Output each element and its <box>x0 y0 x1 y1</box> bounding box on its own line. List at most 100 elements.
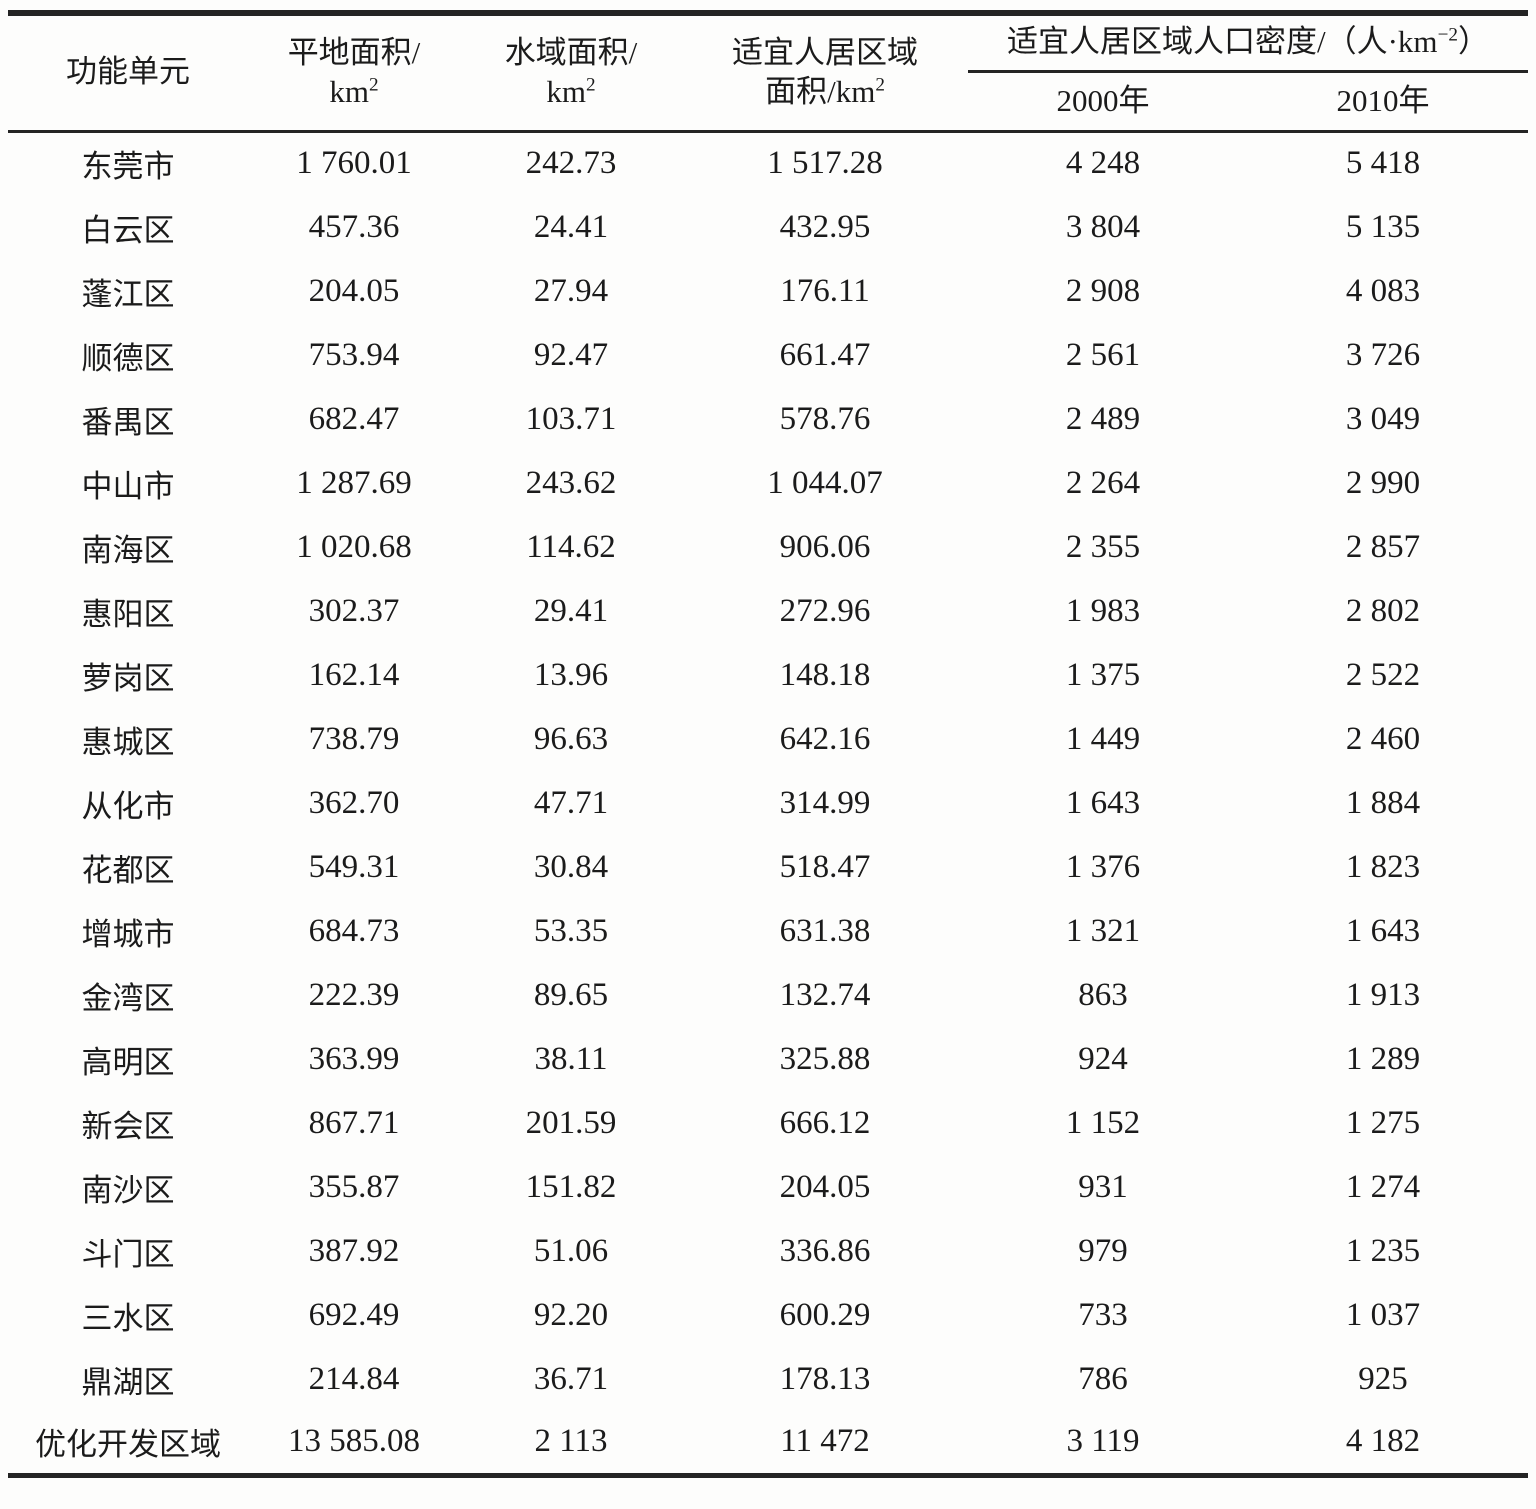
value-cell: 600.29 <box>779 1296 871 1333</box>
unit-name-cell: 斗门区 <box>81 1236 175 1272</box>
habitable-area-line1: 适宜人居区域 <box>732 35 918 70</box>
value-cell: 214.84 <box>308 1360 400 1397</box>
unit-name-cell: 番禺区 <box>81 404 175 440</box>
value-cell: 1 884 <box>1345 784 1421 821</box>
value-cell: 518.47 <box>779 848 871 885</box>
table-row: 惠城区 738.79 96.63 642.16 1 449 2 460 <box>8 707 1528 771</box>
value-cell: 325.88 <box>779 1040 871 1077</box>
value-cell: 3 726 <box>1345 336 1421 373</box>
value-cell: 682.47 <box>308 400 400 437</box>
table-header: 功能单元 平地面积/ km2 水域面积/ km2 适宜人居区域 面积/km2 适… <box>8 13 1528 131</box>
unit-name-cell: 蓬江区 <box>81 276 175 312</box>
unit-name-cell: 南海区 <box>81 532 175 568</box>
value-cell: 642.16 <box>779 720 871 757</box>
density-superscript: −2 <box>1437 25 1458 47</box>
column-header-density-group: 适宜人居区域人口密度/（人·km−2） <box>968 13 1528 73</box>
habitable-area-line2: 面积/km2 <box>765 73 885 109</box>
value-cell: 1 823 <box>1345 848 1421 885</box>
value-cell: 2 460 <box>1345 720 1421 757</box>
unit-name-cell: 惠阳区 <box>81 596 175 632</box>
flat-area-superscript: 2 <box>369 74 379 96</box>
value-cell: 1 983 <box>1065 592 1141 629</box>
value-cell: 387.92 <box>308 1232 400 1269</box>
habitable-area-superscript: 2 <box>875 74 885 96</box>
table-row: 三水区 692.49 92.20 600.29 733 1 037 <box>8 1283 1528 1347</box>
column-header-year-2010: 2010年 <box>1336 82 1430 118</box>
table-row: 从化市 362.70 47.71 314.99 1 643 1 884 <box>8 771 1528 835</box>
value-cell: 2 113 <box>534 1423 608 1460</box>
value-cell: 272.96 <box>779 592 871 629</box>
value-cell: 1 321 <box>1065 912 1141 949</box>
value-cell: 1 037 <box>1345 1296 1421 1333</box>
value-cell: 1 376 <box>1065 848 1141 885</box>
unit-name-cell: 新会区 <box>81 1108 175 1144</box>
table-row: 斗门区 387.92 51.06 336.86 979 1 235 <box>8 1219 1528 1283</box>
value-cell: 1 517.28 <box>767 145 883 182</box>
value-cell: 204.05 <box>779 1168 871 1205</box>
value-cell: 132.74 <box>779 976 871 1013</box>
water-area-line1: 水域面积/ <box>504 35 638 70</box>
unit-name-cell: 东莞市 <box>81 149 175 185</box>
table-row: 增城市 684.73 53.35 631.38 1 321 1 643 <box>8 899 1528 963</box>
unit-name-cell: 中山市 <box>81 468 175 504</box>
unit-name-cell: 从化市 <box>81 788 175 824</box>
value-cell: 355.87 <box>308 1168 400 1205</box>
value-cell: 684.73 <box>308 912 400 949</box>
unit-name-cell: 三水区 <box>81 1300 175 1336</box>
value-cell: 3 049 <box>1345 400 1421 437</box>
value-cell: 867.71 <box>308 1104 400 1141</box>
value-cell: 13 585.08 <box>288 1423 420 1460</box>
column-header-flat-area: 平地面积/ km2 <box>248 13 460 131</box>
header-row-1: 功能单元 平地面积/ km2 水域面积/ km2 适宜人居区域 面积/km2 适… <box>8 13 1528 109</box>
value-cell: 47.71 <box>533 784 609 821</box>
table-row: 花都区 549.31 30.84 518.47 1 376 1 823 <box>8 835 1528 899</box>
value-cell: 1 044.07 <box>767 464 883 501</box>
value-cell: 38.11 <box>534 1040 608 1077</box>
value-cell: 314.99 <box>779 784 871 821</box>
value-cell: 302.37 <box>308 592 400 629</box>
value-cell: 53.35 <box>533 912 609 949</box>
column-header-water-area: 水域面积/ km2 <box>460 13 682 131</box>
value-cell: 27.94 <box>533 272 609 309</box>
value-cell: 2 522 <box>1345 656 1421 693</box>
table-row: 萝岗区 162.14 13.96 148.18 1 375 2 522 <box>8 643 1528 707</box>
value-cell: 2 857 <box>1345 528 1421 565</box>
column-header-unit: 功能单元 <box>8 13 248 131</box>
table-row: 白云区 457.36 24.41 432.95 3 804 5 135 <box>8 195 1528 259</box>
unit-name-cell: 南沙区 <box>81 1172 175 1208</box>
value-cell: 4 248 <box>1065 145 1141 182</box>
value-cell: 1 152 <box>1065 1104 1141 1141</box>
habitable-area-density-table: 功能单元 平地面积/ km2 水域面积/ km2 适宜人居区域 面积/km2 适… <box>8 10 1528 1478</box>
unit-name-cell: 金湾区 <box>81 980 175 1016</box>
value-cell: 162.14 <box>308 656 400 693</box>
value-cell: 666.12 <box>779 1104 871 1141</box>
table-row: 南沙区 355.87 151.82 204.05 931 1 274 <box>8 1155 1528 1219</box>
value-cell: 1 449 <box>1065 720 1141 757</box>
unit-name-cell: 顺德区 <box>81 340 175 376</box>
value-cell: 1 274 <box>1345 1168 1421 1205</box>
value-cell: 2 908 <box>1065 272 1141 309</box>
table-body: 东莞市 1 760.01 242.73 1 517.28 4 248 5 418 白云区 45… <box>8 131 1528 1475</box>
table-row: 番禺区 682.47 103.71 578.76 2 489 3 049 <box>8 387 1528 451</box>
value-cell: 1 289 <box>1345 1040 1421 1077</box>
value-cell: 29.41 <box>533 592 609 629</box>
value-cell: 204.05 <box>308 272 400 309</box>
column-header-unit-label: 功能单元 <box>66 54 190 90</box>
flat-area-line1: 平地面积/ <box>287 35 421 70</box>
table-row: 高明区 363.99 38.11 325.88 924 1 289 <box>8 1027 1528 1091</box>
unit-name-cell: 萝岗区 <box>81 660 175 696</box>
value-cell: 2 489 <box>1065 400 1141 437</box>
value-cell: 13.96 <box>533 656 609 693</box>
value-cell: 92.47 <box>533 336 609 373</box>
table-row: 东莞市 1 760.01 242.73 1 517.28 4 248 5 418 <box>8 131 1528 195</box>
water-area-superscript: 2 <box>586 74 596 96</box>
value-cell: 30.84 <box>533 848 609 885</box>
value-cell: 242.73 <box>525 145 617 182</box>
flat-area-line2: km2 <box>329 73 379 109</box>
value-cell: 1 913 <box>1345 976 1421 1013</box>
value-cell: 5 135 <box>1345 208 1421 245</box>
table-row: 新会区 867.71 201.59 666.12 1 152 1 275 <box>8 1091 1528 1155</box>
value-cell: 24.41 <box>533 208 609 245</box>
value-cell: 578.76 <box>779 400 871 437</box>
header-row-2: 2000年 2010年 <box>8 71 1528 131</box>
